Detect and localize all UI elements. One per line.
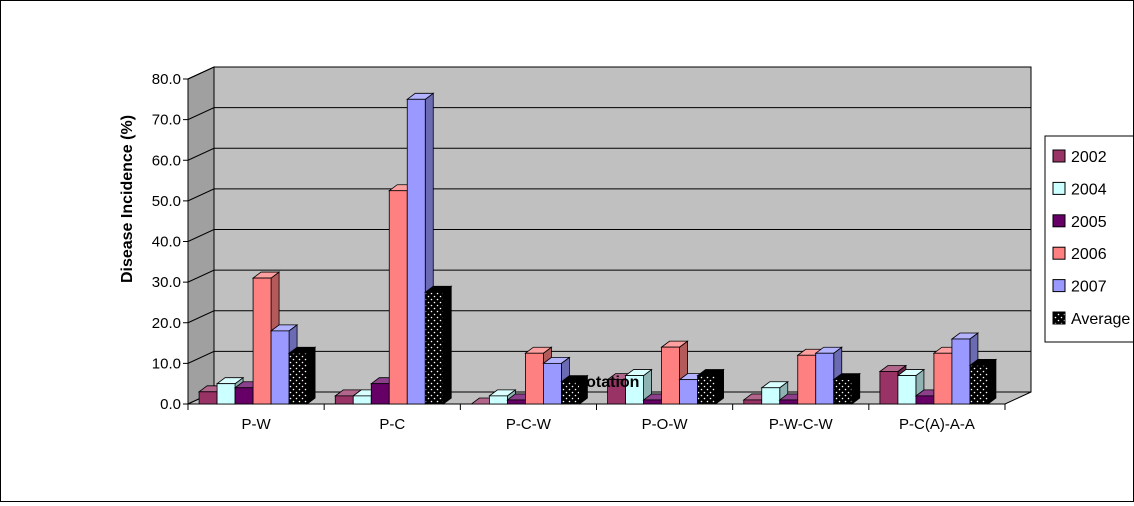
legend-label: 2002 xyxy=(1071,149,1107,166)
bar-front xyxy=(198,391,218,405)
gridlines xyxy=(187,66,1031,364)
legend-swatch xyxy=(1052,149,1066,163)
bar-front xyxy=(897,375,917,405)
bar-front xyxy=(661,346,680,405)
legend-label: 2007 xyxy=(1071,279,1107,296)
x-tick-label: P-C xyxy=(379,416,405,433)
y-tick-label: 0.0 xyxy=(160,396,181,413)
bar-front xyxy=(288,352,308,405)
legend-swatch xyxy=(1052,214,1066,228)
bar-front xyxy=(370,383,390,405)
x-tick-label: P-C(A)-A-A xyxy=(899,416,975,433)
gridline xyxy=(187,188,1031,202)
x-tick-label: P-O-W xyxy=(642,416,689,433)
x-axis: P-W P-C P-C-W P-O-W P-W-C-W P-C(A)-A-A xyxy=(187,403,1006,433)
gridline xyxy=(187,147,1031,161)
bar-front xyxy=(352,395,372,405)
bar-front xyxy=(489,395,508,405)
y-tick-label: 80.0 xyxy=(152,71,181,88)
bar-front xyxy=(915,395,935,405)
bar xyxy=(624,368,653,405)
gridline xyxy=(187,107,1031,121)
y-tick-label: 50.0 xyxy=(152,193,181,210)
bar-front xyxy=(234,387,254,405)
y-tick-label: 10.0 xyxy=(152,355,181,372)
bar-front xyxy=(797,354,817,405)
bar-front xyxy=(334,395,354,405)
bar-front xyxy=(679,379,698,405)
bar-front xyxy=(833,379,853,405)
legend-label: 2006 xyxy=(1071,246,1107,263)
bar-front xyxy=(643,399,662,405)
bar-front xyxy=(388,190,408,405)
bar-front xyxy=(969,365,989,405)
bar xyxy=(896,368,926,405)
gridline xyxy=(187,269,1031,283)
bar-side xyxy=(442,285,452,405)
bar xyxy=(696,368,725,405)
legend-swatch xyxy=(1052,279,1066,293)
legend-swatch xyxy=(1052,311,1066,325)
bar-front xyxy=(879,371,899,405)
bar-front xyxy=(525,352,544,405)
bar-side xyxy=(306,346,316,405)
bar xyxy=(287,346,317,405)
bar-front xyxy=(697,375,716,405)
gridline xyxy=(187,229,1031,242)
bar-front xyxy=(779,399,799,405)
x-tick-label: P-C-W xyxy=(506,416,552,433)
gridline xyxy=(187,310,1031,324)
legend-label: 2005 xyxy=(1071,214,1107,231)
bars xyxy=(197,92,998,405)
y-tick-label: 70.0 xyxy=(152,112,181,129)
bar xyxy=(560,374,589,405)
y-tick-label: 40.0 xyxy=(152,234,181,251)
gridline xyxy=(187,350,1031,364)
y-tick-label: 20.0 xyxy=(152,315,181,332)
bar-front xyxy=(252,277,272,405)
bar-front xyxy=(951,338,971,405)
y-tick-label: 30.0 xyxy=(152,274,181,291)
bar-front xyxy=(743,399,763,405)
x-axis-title: Rotation xyxy=(575,374,640,391)
bar-front xyxy=(543,362,562,405)
legend: 2002 2004 2005 2006 2007 Average xyxy=(1044,135,1134,343)
bar xyxy=(832,372,861,405)
bar-side xyxy=(987,358,997,405)
y-axis-title: Disease Incidence (%) xyxy=(119,115,136,283)
bar-front xyxy=(424,291,444,405)
bar-front xyxy=(270,330,290,405)
bar-front xyxy=(933,352,953,405)
gridline xyxy=(187,66,1031,80)
x-tick-label: P-W xyxy=(241,416,271,433)
bar xyxy=(968,358,998,405)
bar-front xyxy=(761,387,781,405)
bar-front xyxy=(815,352,835,405)
y-tick-label: 60.0 xyxy=(152,152,181,169)
bar-front xyxy=(216,383,236,405)
legend-box xyxy=(1044,135,1134,343)
legend-label: 2004 xyxy=(1071,181,1107,198)
x-tick-label: P-W-C-W xyxy=(769,416,834,433)
legend-swatch xyxy=(1052,246,1066,260)
y-axis: 0.0 10.0 20.0 30.0 40.0 50.0 60.0 70.0 80.0 xyxy=(152,71,189,413)
bar xyxy=(424,285,453,405)
bar-front xyxy=(561,381,580,405)
legend-swatch xyxy=(1052,181,1066,195)
legend-label: Average xyxy=(1071,311,1130,328)
bar-front xyxy=(406,98,426,405)
bar-front xyxy=(625,375,644,405)
bar-front xyxy=(507,399,526,405)
